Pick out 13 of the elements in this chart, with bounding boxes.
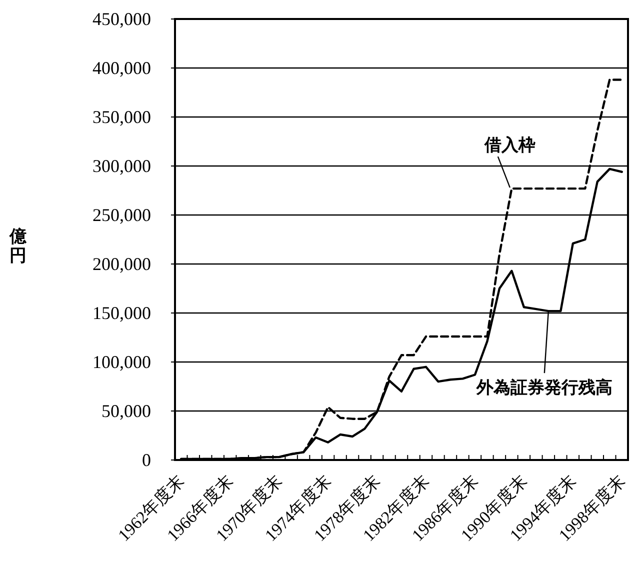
y-tick-label: 250,000: [92, 205, 151, 225]
series-label: 外為証券発行残高: [475, 378, 612, 398]
y-tick-label: 0: [142, 450, 151, 470]
y-tick-label: 150,000: [92, 303, 151, 323]
y-tick-label: 50,000: [102, 401, 151, 421]
y-tick-label: 350,000: [92, 107, 151, 127]
y-tick-label: 400,000: [92, 58, 151, 78]
series-label: 借入枠: [483, 136, 536, 155]
y-tick-label: 200,000: [92, 254, 151, 274]
y-axis-title: 億円: [8, 227, 28, 265]
y-tick-label: 100,000: [92, 352, 151, 372]
y-tick-label: 300,000: [92, 156, 151, 176]
y-tick-label: 450,000: [92, 9, 151, 29]
